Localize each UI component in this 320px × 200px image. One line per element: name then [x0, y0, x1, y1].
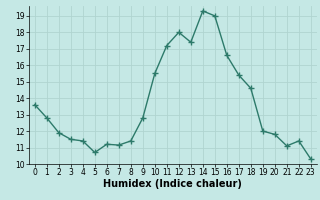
X-axis label: Humidex (Indice chaleur): Humidex (Indice chaleur) [103, 179, 242, 189]
